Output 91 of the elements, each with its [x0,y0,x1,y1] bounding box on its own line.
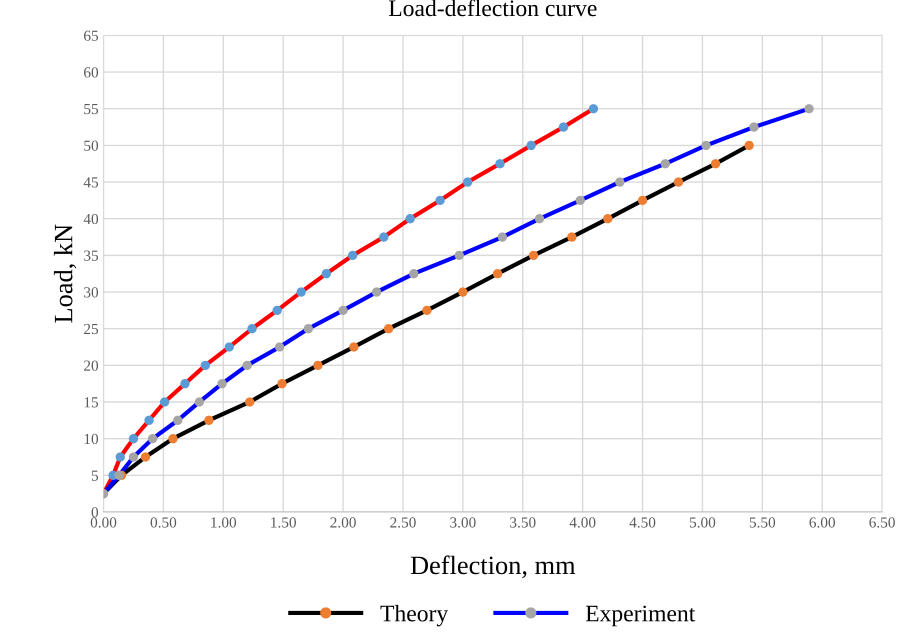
point [603,214,612,224]
point [409,269,418,278]
y-tick-label: 20 [84,360,98,371]
point [660,159,670,168]
point [458,287,468,297]
point [242,360,252,370]
x-tick-label: 6.50 [869,517,895,528]
point [528,250,538,260]
y-tick-label: 45 [84,177,98,188]
y-tick-label: 10 [84,434,98,444]
point [160,397,170,407]
x-tick-label: 1.00 [211,517,236,528]
point [296,287,306,297]
x-tick-label: 1.50 [271,517,296,528]
point [148,434,158,444]
point [615,177,624,187]
y-tick-label: 55 [84,104,98,114]
point [384,324,394,334]
y-tick-label: 35 [84,250,98,261]
point [114,470,124,480]
x-tick-label: 2.50 [390,517,416,528]
y-tick-label: 15 [84,397,98,408]
x-tick-label: 3.00 [450,517,476,528]
point [168,434,178,444]
point [588,104,598,114]
point [194,397,204,407]
point [804,104,814,114]
point [224,342,234,352]
point [173,416,182,425]
point [140,452,150,462]
point [180,379,190,388]
point [674,177,684,187]
point [576,196,585,206]
point [558,122,568,132]
point [710,159,720,168]
point [144,416,154,425]
point [492,269,502,278]
point [128,452,138,462]
point [349,342,359,352]
y-tick-label: 50 [84,140,98,151]
point [128,434,138,444]
x-tick-label: 5.50 [750,517,776,528]
y-tick-label: 40 [84,214,98,224]
point [638,196,648,206]
point [379,232,388,242]
y-tick-label: 60 [84,67,98,78]
point [204,416,214,425]
x-tick-label: 3.50 [510,517,536,528]
point [526,140,536,150]
y-tick-label: 30 [84,287,98,298]
point [454,250,464,260]
point [435,196,445,206]
point [244,397,254,407]
point [534,214,544,224]
point [462,177,472,187]
x-tick-label: 4.50 [629,517,656,528]
point [744,140,754,150]
legend-label: Experiment [586,606,696,626]
point [701,140,711,150]
point [749,122,759,132]
point [313,360,323,370]
point [498,232,508,242]
point [348,250,358,260]
y-tick-label: 0 [92,507,98,518]
x-tick-label: 0.50 [150,517,176,528]
point [274,342,284,352]
x-axis-title: Deflection, mm [410,555,576,578]
y-tick-label: 65 [84,30,98,41]
point [422,306,432,316]
point [406,214,415,224]
point [217,379,227,388]
y-tick-label: 5 [92,470,98,481]
point [304,324,313,334]
point [338,306,348,316]
legend-label: Theory [380,604,448,626]
y-axis-title: Load, kN [54,224,76,323]
point [322,269,331,278]
point [277,379,287,388]
point [272,306,282,316]
x-tick-label: 0.00 [90,517,116,528]
point [567,232,577,242]
x-tick-label: 5.00 [690,517,716,528]
point [200,360,210,370]
x-tick-label: 4.00 [570,517,596,528]
point [247,324,257,334]
x-tick-label: 6.00 [810,517,835,528]
point [495,159,505,168]
point [372,287,382,297]
point [116,452,125,462]
x-tick-label: 2.00 [330,517,356,528]
y-tick-label: 25 [84,324,98,334]
